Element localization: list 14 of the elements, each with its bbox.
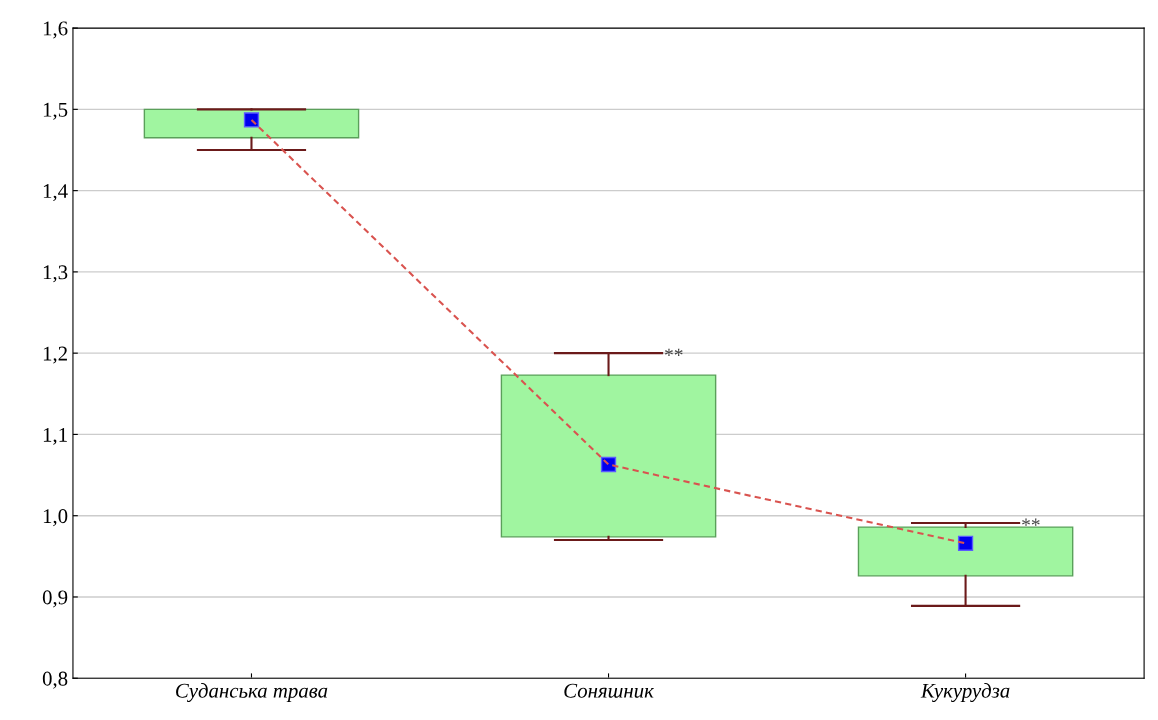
x-tick-label: Соняшник: [564, 683, 654, 698]
y-tick-label: 1,5: [43, 102, 68, 120]
y-tick-label: 1,3: [43, 265, 68, 283]
annotation: **: [1022, 518, 1040, 526]
y-tick-label: 0,8: [42, 671, 68, 689]
y-tick-label: 1,4: [43, 184, 68, 202]
y-tick-label: 1,1: [43, 427, 67, 445]
annotation: **: [665, 348, 683, 356]
y-tick-label: 1,2: [43, 346, 67, 364]
y-tick-label: 1,0: [43, 509, 68, 527]
y-tick-label: 1,6: [43, 21, 68, 39]
x-tick-label: Суданська трава: [176, 683, 328, 703]
x-tick-label: Кукурудза: [920, 683, 1010, 703]
y-tick-label: 0,9: [42, 590, 68, 608]
